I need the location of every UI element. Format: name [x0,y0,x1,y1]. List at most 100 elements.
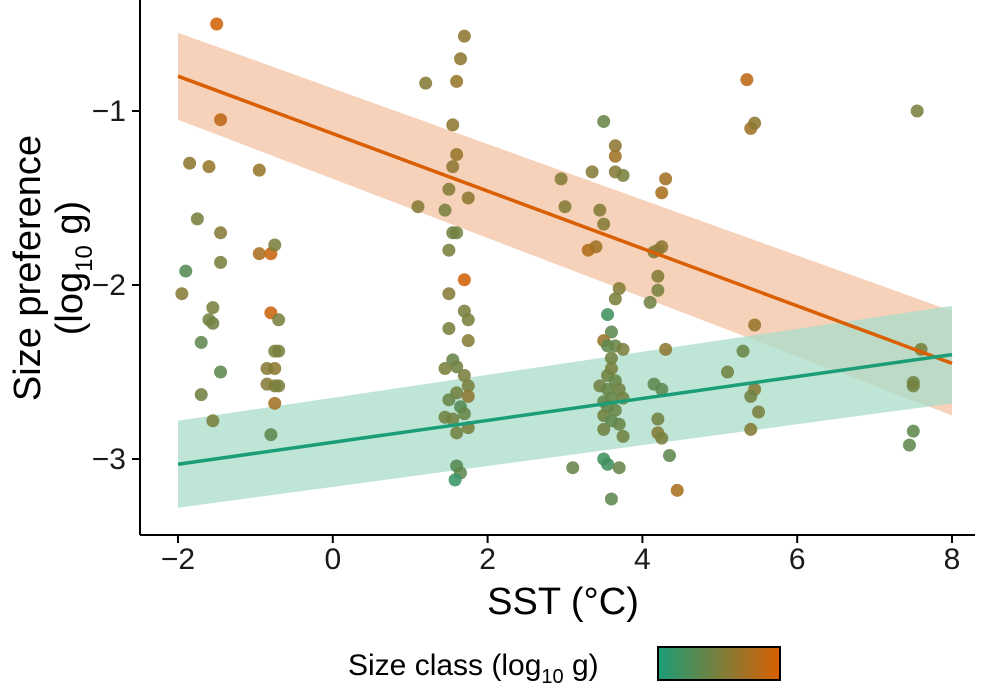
data-point-89 [616,342,630,356]
data-point-106 [616,429,630,443]
data-point-108 [601,457,615,471]
data-point-4 [202,160,216,174]
data-point-16 [206,414,220,428]
data-point-33 [411,200,425,214]
data-point-116 [651,269,665,283]
data-point-75 [597,217,611,231]
data-point-119 [659,342,673,356]
data-point-56 [461,379,475,393]
y-tick-label: −2 [92,269,126,302]
data-point-5 [190,212,204,226]
data-point-90 [604,351,618,365]
data-point-34 [457,29,471,43]
x-axis-title: SST (°C) [487,581,639,623]
data-point-141 [906,424,920,438]
data-point-35 [454,52,468,66]
data-point-65 [450,426,464,440]
data-point-26 [260,362,274,376]
data-point-6 [214,226,228,240]
data-point-59 [442,393,456,407]
data-point-131 [748,116,762,130]
data-point-40 [442,182,456,196]
data-point-15 [194,388,208,402]
data-point-129 [740,73,754,87]
legend-title-suffix: g) [564,649,599,682]
data-point-36 [450,74,464,88]
regression-lines [177,74,953,466]
data-point-112 [655,186,669,200]
y-axis-title-prefix: (log [49,272,91,335]
data-point-135 [752,405,765,419]
axes [139,0,975,536]
legend-title-prefix: Size class (log [348,649,541,682]
data-point-37 [446,118,460,132]
y-axis-title-suffix: g) [49,201,91,245]
data-point-51 [461,334,475,348]
x-tick-label: −2 [161,543,195,576]
data-point-13 [194,335,208,349]
x-tick-label: 8 [944,543,961,576]
data-point-118 [643,295,657,309]
confidence-bands [178,32,952,508]
data-point-136 [744,422,758,436]
data-point-61 [457,407,471,421]
data-point-82 [612,281,626,295]
data-point-2 [214,113,228,127]
data-point-10 [206,301,220,315]
data-point-76 [589,240,603,254]
y-axis-title: Size preference (log10 g) [7,135,98,401]
y-axis-title-subscript: 10 [71,245,98,272]
data-point-104 [612,417,626,431]
data-point-55 [457,368,471,382]
data-point-30 [268,396,282,410]
data-point-127 [721,365,735,379]
data-point-54 [438,362,452,376]
data-point-83 [608,292,622,306]
data-point-132 [748,318,762,332]
data-point-77 [597,114,611,128]
data-point-41 [461,191,475,205]
data-point-140 [906,379,920,393]
data-point-49 [461,313,475,327]
data-point-84 [601,308,615,322]
color-legend: Size class (log10 g) [348,646,781,686]
legend-title: Size class (log10 g) [348,649,599,686]
data-point-128 [736,344,750,358]
data-point-20 [268,238,282,252]
data-points [175,17,928,506]
data-point-3 [183,156,197,170]
data-point-125 [662,449,676,463]
data-point-7 [179,264,193,278]
data-point-71 [566,461,580,475]
x-tick-label: 4 [634,543,651,576]
data-point-45 [442,243,456,257]
legend-colorbar [657,646,781,681]
data-point-8 [214,255,228,269]
data-point-63 [446,412,460,426]
data-point-142 [902,438,916,452]
data-point-29 [272,379,286,393]
data-point-110 [604,492,618,506]
y-axis-title-line2: (log10 g) [49,201,98,335]
y-ticks: −3 −2 −1 [92,95,140,476]
data-point-47 [442,287,456,301]
y-tick-label: −1 [92,95,126,128]
data-point-1 [210,17,224,31]
data-point-38 [450,148,464,161]
data-point-73 [585,165,599,179]
data-point-32 [419,76,433,90]
data-point-117 [651,283,665,297]
data-point-101 [608,403,622,417]
legend-title-subscript: 10 [541,666,563,686]
confidence-band-2 [178,305,952,508]
data-point-42 [438,203,452,217]
data-point-53 [450,360,464,374]
x-ticks: −2 0 2 4 6 8 [161,535,960,576]
data-point-137 [910,104,924,118]
x-tick-label: 2 [479,543,496,576]
data-point-22 [272,313,286,327]
data-point-28 [260,377,274,391]
data-point-70 [558,200,572,214]
data-point-85 [604,325,618,339]
